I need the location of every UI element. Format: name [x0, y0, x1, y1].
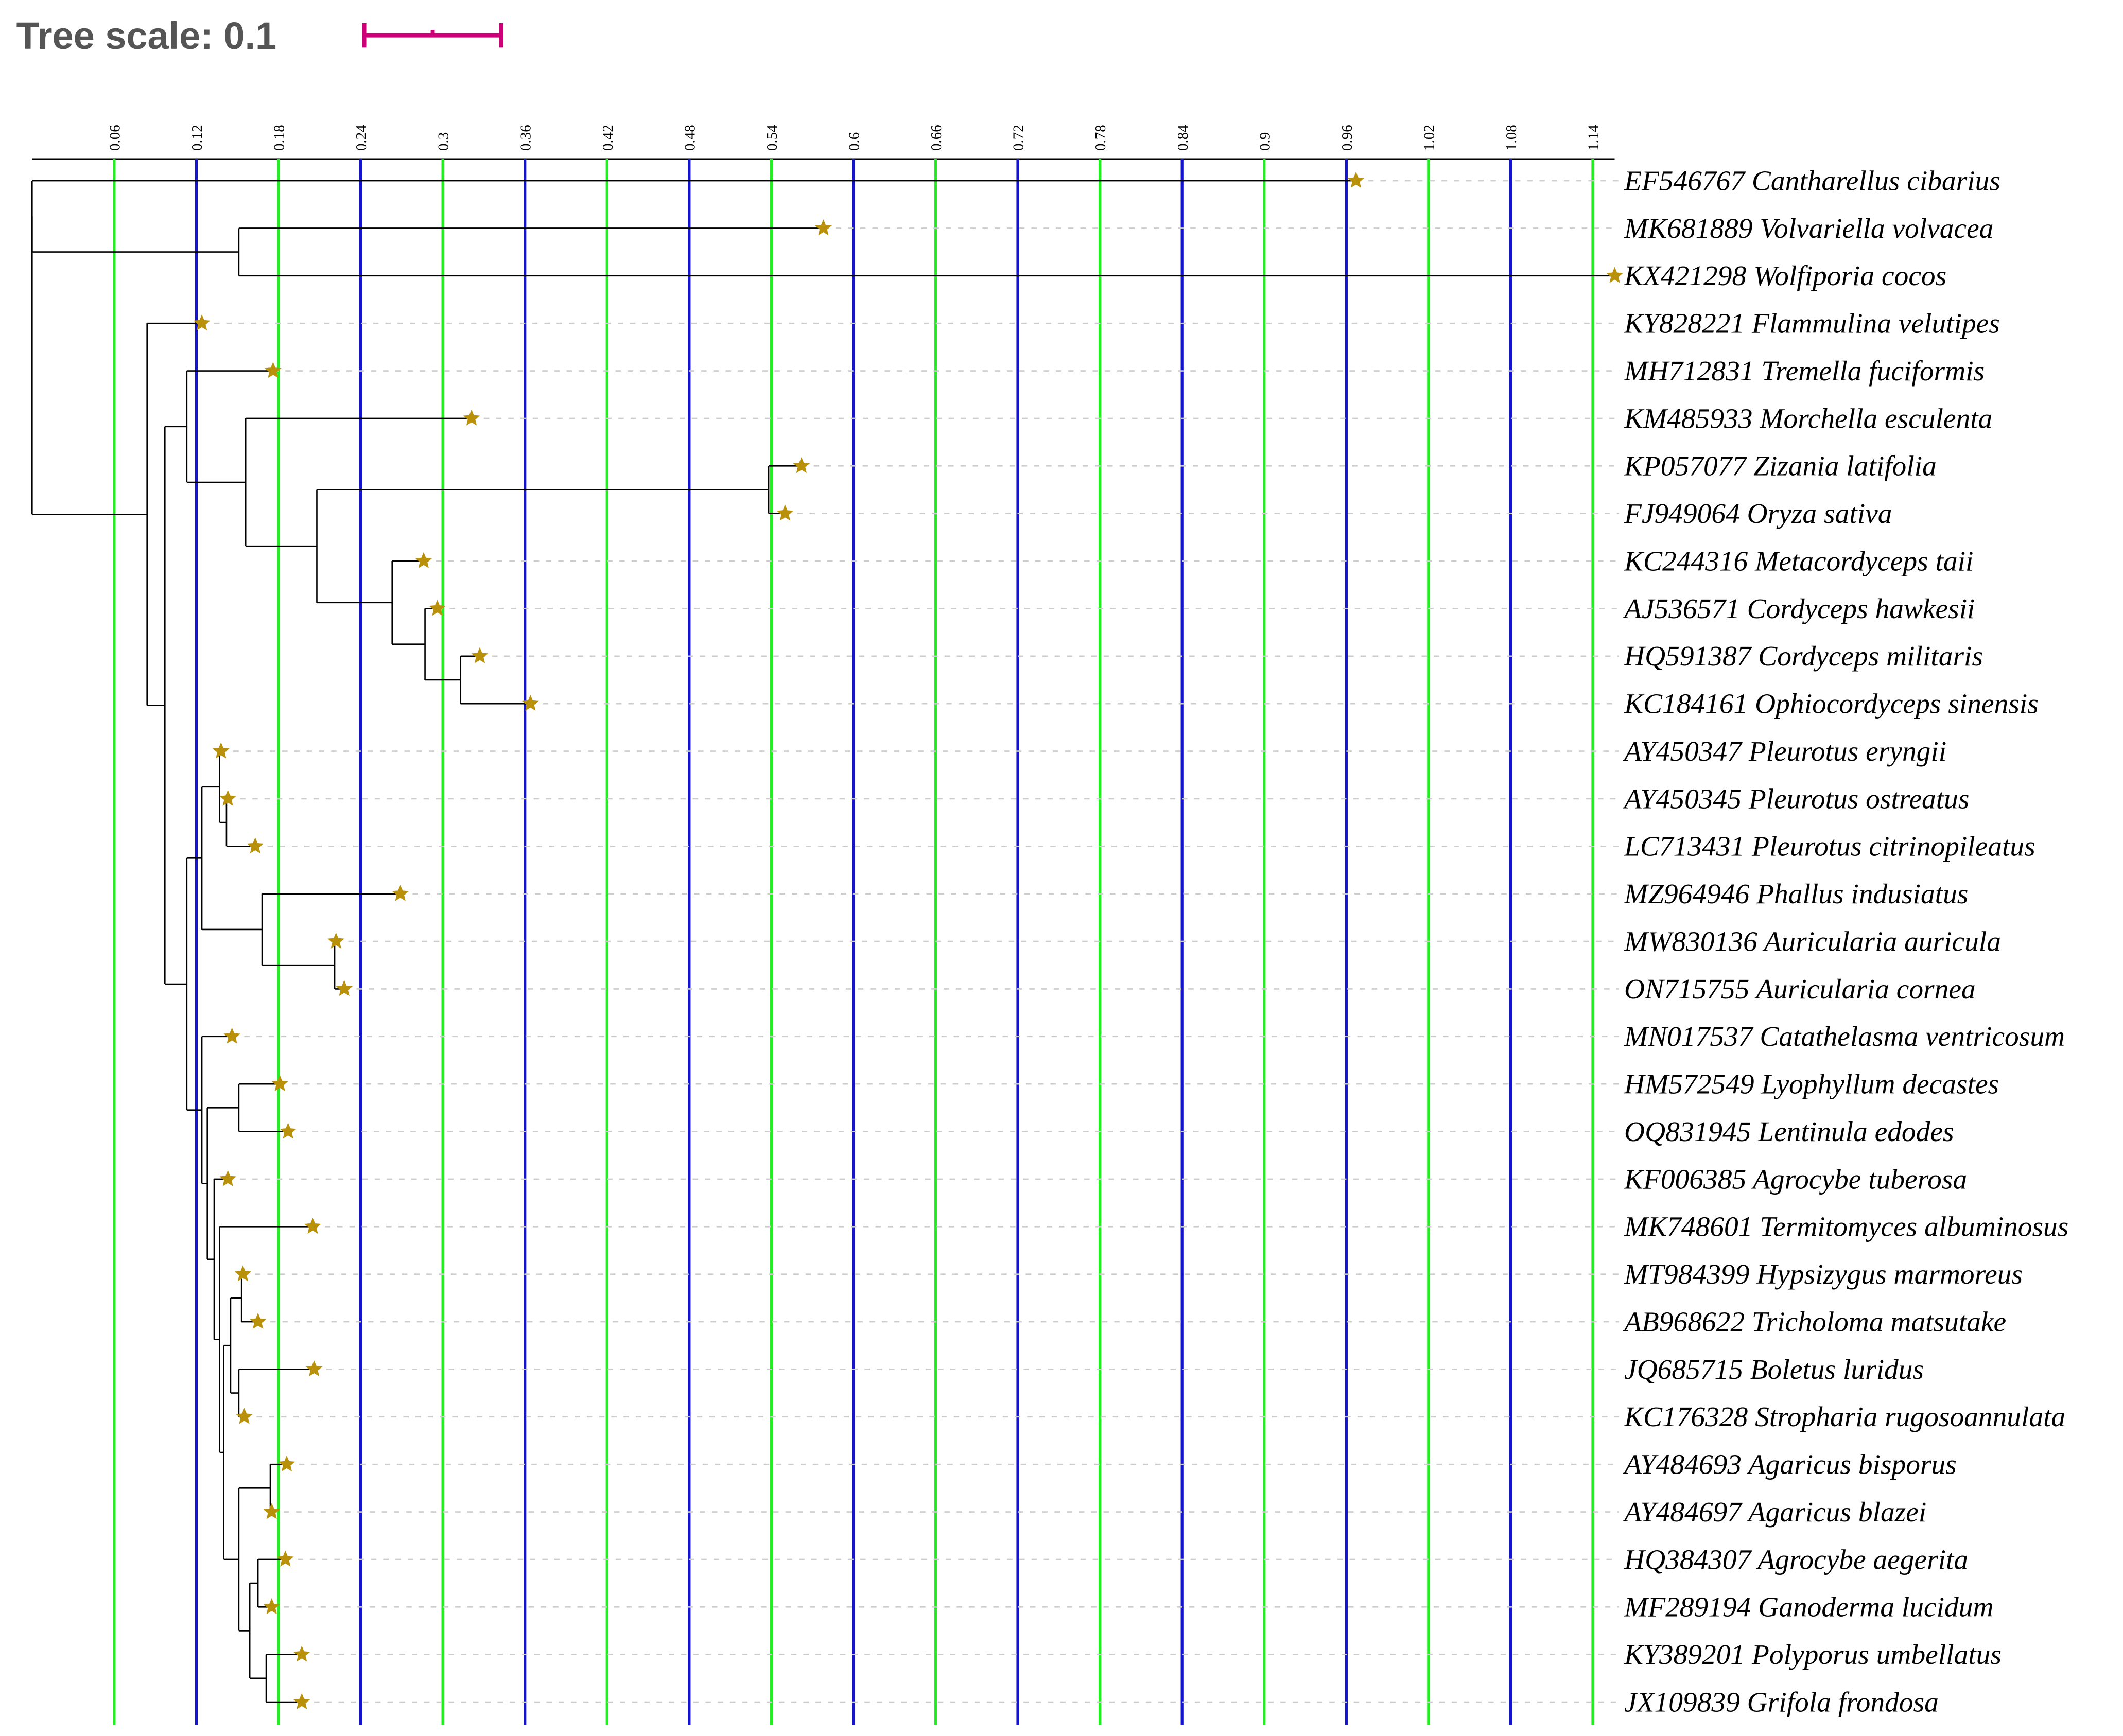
- chart-title: Tree scale: 0.1: [16, 14, 276, 57]
- leaf-label: KY828221 Flammulina velutipes: [1624, 308, 2000, 339]
- leaf-star: [293, 1693, 310, 1709]
- leaf-label: JQ685715 Boletus luridus: [1624, 1354, 1924, 1385]
- leaf-star: [263, 1503, 281, 1519]
- x-tick-label: 0.42: [600, 125, 616, 151]
- x-tick-label: 0.66: [928, 125, 945, 151]
- leaf-label: FJ949064 Oryza sativa: [1624, 498, 1892, 529]
- leaf-label: KC176328 Stropharia rugosoannulata: [1624, 1401, 2065, 1432]
- leaf-label: ON715755 Auricularia cornea: [1624, 973, 1976, 1005]
- leaf-star: [212, 742, 230, 759]
- leaf-label: JX109839 Grifola frondosa: [1624, 1687, 1939, 1718]
- leaf-star: [249, 1312, 267, 1329]
- leaf-star: [265, 362, 282, 378]
- leaf-label: AY484697 Agaricus blazei: [1622, 1496, 1926, 1528]
- x-tick-label: 0.72: [1011, 125, 1027, 151]
- leaf-label: MH712831 Tremella fuciformis: [1624, 355, 1985, 387]
- x-tick-label: 0.54: [764, 125, 780, 151]
- leaf-star: [336, 980, 353, 996]
- x-tick-label: 1.02: [1421, 125, 1437, 151]
- leaf-label: AJ536571 Cordyceps hawkesii: [1622, 593, 1975, 624]
- leaf-star: [278, 1455, 295, 1472]
- leaf-star: [234, 1265, 252, 1282]
- leaf-star: [815, 219, 832, 236]
- leaf-star: [521, 694, 539, 711]
- x-tick-label: 0.9: [1257, 132, 1273, 151]
- leaf-label: MW830136 Auricularia auricula: [1624, 926, 2001, 957]
- leaf-label: KP057077 Zizania latifolia: [1624, 450, 1937, 482]
- leaf-label: MN017537 Catathelasma ventricosum: [1624, 1021, 2065, 1052]
- leaf-label: KC184161 Ophiocordyceps sinensis: [1624, 688, 2039, 720]
- leaf-label: HQ384307 Agrocybe aegerita: [1624, 1544, 1968, 1575]
- leaf-star: [392, 885, 409, 901]
- leaf-star: [236, 1408, 253, 1424]
- leaf-star: [304, 1218, 321, 1234]
- x-tick-label: 0.84: [1175, 125, 1191, 151]
- x-tick-label: 0.24: [353, 125, 370, 151]
- leaf-star: [415, 552, 432, 568]
- x-tick-label: 0.06: [107, 125, 123, 151]
- x-tick-label: 0.36: [517, 125, 534, 151]
- leaf-label: AY484693 Agaricus bisporus: [1622, 1449, 1957, 1480]
- leaf-label: MT984399 Hypsizygus marmoreus: [1624, 1258, 2023, 1290]
- leaf-label: KM485933 Morchella esculenta: [1624, 402, 1992, 434]
- leaf-label: LC713431 Pleurotus citrinopileatus: [1624, 831, 2035, 862]
- leaf-star: [1347, 171, 1365, 188]
- leaf-star: [263, 1598, 281, 1615]
- leaf-label: AY450345 Pleurotus ostreatus: [1622, 783, 1969, 814]
- leaf-star: [1606, 267, 1623, 283]
- x-tick-label: 0.3: [436, 132, 452, 151]
- leaf-star: [293, 1645, 310, 1662]
- leaf-label: MK748601 Termitomyces albuminosus: [1624, 1211, 2068, 1242]
- leaf-star: [793, 457, 810, 474]
- leaf-star: [471, 647, 489, 663]
- leaf-label: EF546767 Cantharellus cibarius: [1624, 165, 2000, 197]
- leaf-label: OQ831945 Lentinula edodes: [1624, 1116, 1954, 1147]
- leaf-star: [276, 1550, 294, 1567]
- leaf-star: [429, 600, 446, 616]
- leaf-label: AY450347 Pleurotus eryngii: [1622, 735, 1946, 767]
- leaf-label: MZ964946 Phallus indusiatus: [1624, 878, 1968, 909]
- x-tick-label: 0.6: [846, 132, 862, 151]
- x-tick-label: 0.78: [1092, 125, 1109, 151]
- leaf-label: HQ591387 Cordyceps militaris: [1624, 640, 1983, 672]
- leaf-label: KF006385 Agrocybe tuberosa: [1624, 1163, 1967, 1195]
- leaf-label: MK681889 Volvariella volvacea: [1624, 213, 1993, 244]
- leaf-label: KC244316 Metacordyceps taii: [1624, 546, 1973, 577]
- leaf-star: [223, 1027, 240, 1044]
- leaf-star: [247, 837, 264, 854]
- leaf-label: AB968622 Tricholoma matsutake: [1622, 1306, 2006, 1338]
- leaf-star: [219, 790, 236, 806]
- x-tick-label: 1.14: [1586, 125, 1602, 151]
- leaf-label: KY389201 Polyporus umbellatus: [1624, 1639, 2002, 1670]
- leaf-star: [327, 932, 345, 949]
- x-tick-label: 0.12: [189, 125, 205, 151]
- leaf-star: [271, 1075, 288, 1092]
- x-tick-label: 0.18: [271, 125, 288, 151]
- leaf-label: KX421298 Wolfiporia cocos: [1624, 260, 1946, 291]
- leaf-label: HM572549 Lyophyllum decastes: [1624, 1068, 1999, 1100]
- leaf-star: [463, 409, 480, 426]
- leaf-star: [776, 504, 794, 521]
- leaf-star: [193, 314, 211, 331]
- leaf-label: MF289194 Ganoderma lucidum: [1624, 1591, 1993, 1623]
- x-tick-label: 0.48: [682, 125, 698, 151]
- x-tick-label: 1.08: [1503, 125, 1520, 151]
- x-tick-label: 0.96: [1339, 125, 1355, 151]
- leaf-star: [305, 1360, 323, 1377]
- leaf-star: [280, 1123, 297, 1139]
- leaf-star: [219, 1170, 236, 1186]
